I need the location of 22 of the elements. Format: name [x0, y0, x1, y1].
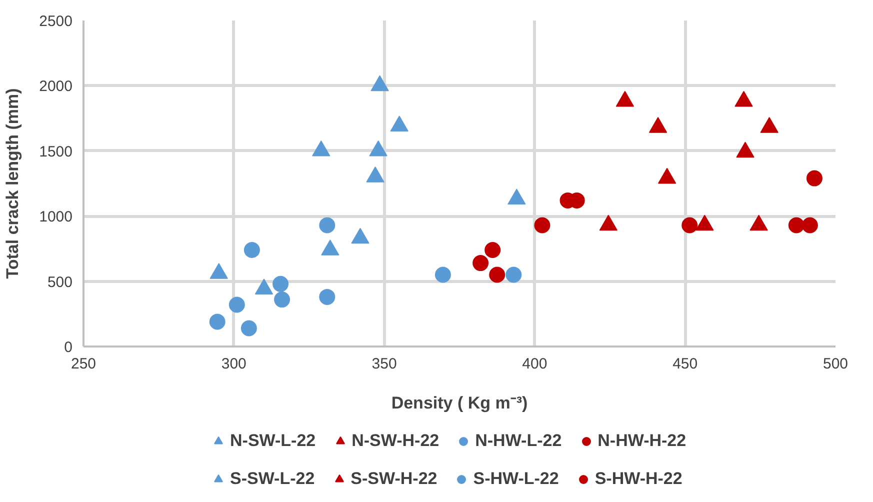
legend-label: N-HW-H-22 [598, 431, 686, 451]
legend-label: S-HW-L-22 [473, 469, 559, 489]
y-tick-label: 500 [47, 274, 73, 291]
y-tick-label: 1500 [39, 143, 73, 160]
legend-label: N-SW-H-22 [352, 431, 440, 451]
y-tick-label: 1000 [39, 208, 73, 226]
x-tick-label: 250 [70, 356, 96, 372]
legend-label: S-SW-L-22 [230, 469, 315, 489]
x-tick-label: 300 [221, 356, 246, 372]
y-tick-label: 2500 [39, 13, 73, 30]
legend-label: S-HW-H-22 [594, 469, 682, 489]
legend-label: S-SW-H-22 [350, 469, 438, 489]
y-tick-label: 2000 [39, 78, 73, 96]
x-tick-label: 500 [822, 356, 848, 372]
x-tick-label: 450 [672, 356, 698, 372]
y-axis-title: Total crack length (mm) [3, 88, 22, 279]
y-tick-label: 0 [64, 339, 72, 356]
legend-label: N-HW-L-22 [475, 431, 562, 451]
legend-label: N-SW-L-22 [230, 431, 316, 451]
x-axis-title: Density ( Kg m⁻³) [391, 394, 528, 412]
x-tick-label: 400 [522, 356, 548, 372]
x-tick-label: 350 [372, 356, 397, 372]
